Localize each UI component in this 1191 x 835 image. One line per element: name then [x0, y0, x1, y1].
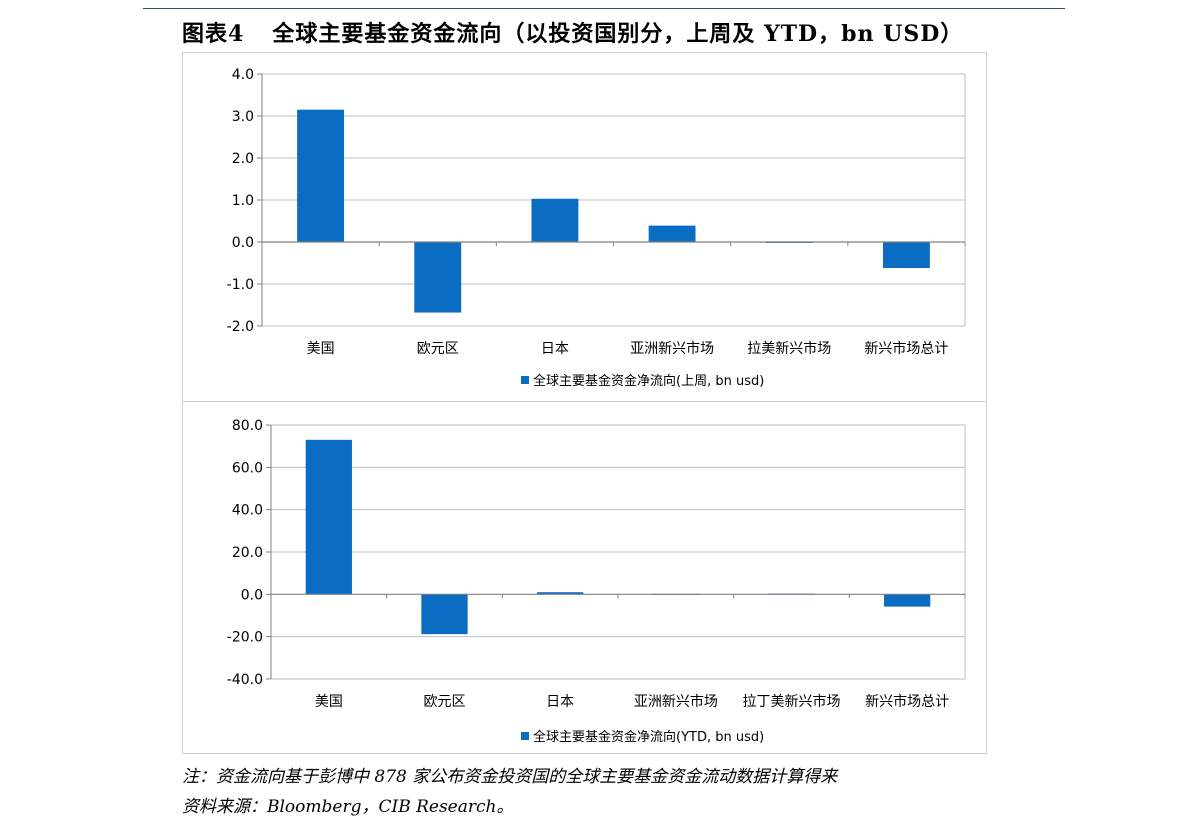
- y-tick-label: 0.0: [241, 587, 263, 603]
- category-label: 亚洲新兴市场: [634, 693, 718, 710]
- y-tick-label: 60.0: [232, 460, 263, 476]
- source-text: 资料来源：Bloomberg，CIB Research。: [182, 797, 514, 817]
- y-tick-label: -1.0: [227, 277, 254, 293]
- bar-2: [421, 594, 468, 635]
- note-text: 注：资金流向基于彭博中 878 家公布资金投资国的全球主要基金资金流动数据计算得…: [182, 767, 838, 787]
- category-label: 拉美新兴市场: [747, 340, 831, 357]
- y-tick-label: -40.0: [227, 672, 263, 688]
- figure-number: 图表4: [182, 21, 245, 47]
- y-tick-label: 2.0: [232, 151, 254, 167]
- legend-swatch: [521, 376, 529, 384]
- bar-4: [648, 225, 696, 242]
- y-tick-label: 3.0: [232, 109, 254, 125]
- top-rule: [143, 8, 1065, 9]
- figure-title: 图表4 全球主要基金资金流向（以投资国别分，上周及 YTD，bn USD）: [182, 16, 963, 48]
- category-label: 新兴市场总计: [865, 693, 949, 710]
- chart-frame: [182, 52, 987, 754]
- chart-2: 80.0 60.0 40.0 20.0 0.0 -20.0 -40.0 美国 欧元区 日本 亚洲新兴…: [227, 418, 966, 745]
- bar-1: [305, 439, 352, 595]
- bar-3: [537, 592, 584, 595]
- y-tick-label: -20.0: [227, 630, 263, 646]
- y-tick-label: 4.0: [232, 67, 254, 83]
- category-label: 欧元区: [424, 694, 466, 710]
- figure-title-text: 全球主要基金资金流向（以投资国别分，上周及 YTD，bn USD）: [272, 21, 964, 47]
- category-label: 美国: [315, 694, 343, 710]
- category-label: 亚洲新兴市场: [630, 340, 714, 357]
- y-tick-label: -2.0: [227, 319, 254, 335]
- y-tick-label: 1.0: [232, 193, 254, 209]
- chart-1: 4.0 3.0 2.0 1.0 0.0 -1.0 -2.0 美国 欧元区 日本 亚洲新兴市场 拉美新兴…: [227, 67, 966, 389]
- legend-label: 全球主要基金资金净流向(YTD, bn usd): [533, 729, 764, 745]
- category-label: 日本: [546, 694, 574, 710]
- y-tick-label: 80.0: [232, 418, 263, 434]
- y-tick-label: 20.0: [232, 545, 263, 561]
- category-label: 日本: [541, 341, 569, 357]
- bar-1: [297, 109, 345, 242]
- legend-swatch: [521, 732, 529, 740]
- y-tick-label: 0.0: [232, 235, 254, 251]
- category-label: 欧元区: [417, 341, 459, 357]
- y-tick-label: 40.0: [232, 503, 263, 519]
- category-label: 新兴市场总计: [864, 340, 948, 357]
- category-label: 拉丁美新兴市场: [743, 693, 841, 710]
- legend-label: 全球主要基金资金净流向(上周, bn usd): [533, 373, 764, 389]
- category-label: 美国: [307, 341, 335, 357]
- chart-divider: [182, 401, 987, 402]
- bar-6: [882, 242, 930, 269]
- bar-3: [531, 198, 579, 242]
- bar-2: [414, 242, 462, 313]
- bar-6: [884, 594, 931, 607]
